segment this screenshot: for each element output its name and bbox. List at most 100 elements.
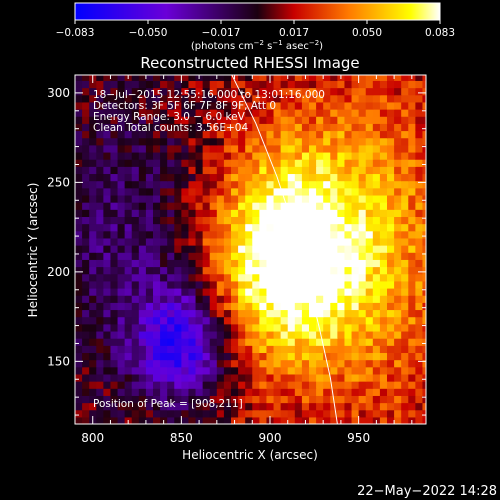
heatmap-cell	[337, 116, 346, 124]
heatmap-cell	[394, 395, 402, 404]
heatmap-cell	[351, 366, 360, 375]
heatmap-cell	[415, 187, 424, 196]
heatmap-cell	[252, 359, 260, 368]
heatmap-cell	[415, 287, 424, 296]
heatmap-cell	[301, 252, 310, 260]
heatmap-cell	[167, 388, 175, 396]
heatmap-cell	[273, 373, 282, 382]
heatmap-cell	[223, 202, 232, 210]
heatmap-cell	[188, 137, 197, 146]
heatmap-cell	[138, 381, 147, 389]
heatmap-cell	[89, 202, 97, 210]
heatmap-cell	[337, 409, 346, 418]
heatmap-cell	[181, 94, 190, 103]
heatmap-cell	[174, 87, 182, 96]
heatmap-cell	[379, 252, 388, 260]
heatmap-cell	[145, 237, 154, 246]
heatmap-cell	[344, 309, 353, 318]
heatmap-cell	[323, 295, 331, 303]
heatmap-cell	[245, 87, 253, 96]
heatmap-cell	[351, 266, 360, 275]
heatmap-cell	[131, 280, 140, 289]
heatmap-cell	[138, 409, 147, 418]
heatmap-cell	[216, 237, 225, 246]
heatmap-cell	[223, 216, 232, 225]
heatmap-cell	[351, 123, 360, 132]
heatmap-cell	[216, 302, 225, 311]
heatmap-cell	[195, 151, 204, 160]
heatmap-cell	[89, 338, 97, 346]
heatmap-cell	[103, 287, 112, 296]
heatmap-cell	[181, 330, 190, 339]
heatmap-cell	[330, 323, 338, 332]
heatmap-cell	[231, 202, 239, 210]
heatmap-cell	[153, 309, 161, 318]
heatmap-cell	[145, 123, 154, 132]
heatmap-cell	[280, 316, 289, 325]
heatmap-cell	[344, 287, 353, 296]
heatmap-cell	[408, 366, 416, 375]
heatmap-cell	[238, 180, 246, 189]
heatmap-cell	[223, 373, 232, 382]
heatmap-cell	[266, 187, 275, 196]
heatmap-cell	[153, 237, 161, 246]
heatmap-cell	[323, 330, 331, 339]
heatmap-cell	[309, 187, 317, 196]
heatmap-cell	[75, 180, 83, 189]
heatmap-cell	[195, 366, 204, 375]
heatmap-cell	[138, 173, 147, 182]
heatmap-cell	[209, 252, 218, 260]
heatmap-cell	[202, 295, 211, 303]
heatmap-cell	[82, 223, 90, 232]
heatmap-cell	[316, 109, 324, 117]
heatmap-cell	[401, 309, 409, 318]
colorbar-units: (photons cm−2 s−1 asec−2)	[191, 39, 323, 52]
heatmap-cell	[337, 330, 346, 339]
heatmap-cell	[195, 94, 204, 103]
heatmap-cell	[309, 266, 317, 275]
heatmap-cell	[223, 180, 232, 189]
heatmap-cell	[330, 338, 338, 346]
heatmap-cell	[415, 216, 424, 225]
heatmap-cell	[358, 381, 367, 389]
heatmap-cell	[75, 416, 83, 424]
heatmap-cell	[245, 130, 253, 139]
heatmap-cell	[238, 395, 246, 404]
heatmap-cell	[117, 87, 126, 96]
heatmap-cell	[174, 245, 182, 253]
heatmap-cell	[401, 180, 409, 189]
heatmap-cell	[188, 345, 197, 354]
heatmap-cell	[188, 209, 197, 217]
heatmap-cell	[145, 402, 154, 411]
heatmap-cell	[358, 309, 367, 318]
heatmap-cell	[145, 187, 154, 196]
heatmap-cell	[287, 409, 296, 418]
heatmap-cell	[358, 273, 367, 282]
heatmap-cell	[394, 359, 402, 368]
heatmap-cell	[422, 295, 426, 303]
heatmap-cell	[188, 237, 197, 246]
heatmap-cell	[422, 80, 426, 89]
heatmap-cell	[138, 302, 147, 311]
heatmap-cell	[415, 388, 424, 396]
heatmap-cell	[273, 209, 282, 217]
heatmap-cell	[138, 87, 147, 96]
heatmap-cell	[387, 302, 395, 311]
heatmap-cell	[351, 381, 360, 389]
heatmap-cell	[316, 166, 324, 175]
heatmap-cell	[167, 287, 175, 296]
heatmap-cell	[372, 80, 381, 89]
heatmap-cell	[287, 230, 296, 239]
heatmap-cell	[82, 259, 90, 268]
heatmap-cell	[160, 338, 168, 346]
heatmap-cell	[287, 388, 296, 396]
heatmap-cell	[266, 402, 275, 411]
heatmap-cell	[96, 359, 104, 368]
heatmap-cell	[287, 101, 296, 110]
heatmap-cell	[174, 287, 182, 296]
heatmap-cell	[216, 381, 225, 389]
heatmap-cell	[82, 402, 90, 411]
heatmap-cell	[96, 252, 104, 260]
heatmap-cell	[330, 409, 338, 418]
heatmap-cell	[422, 194, 426, 203]
